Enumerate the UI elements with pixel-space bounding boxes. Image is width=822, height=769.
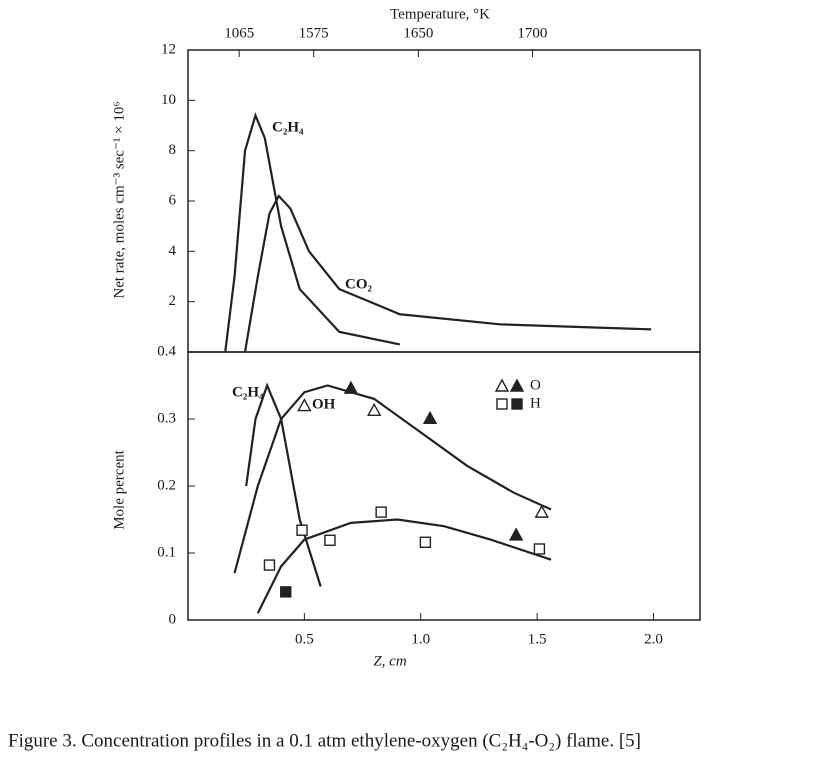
square-marker [419, 536, 432, 548]
x2-axis-label: Temperature, °K [390, 6, 490, 22]
square-marker [263, 559, 276, 571]
legend-label: H [530, 395, 541, 411]
x2-tick-label: 1065 [224, 25, 254, 41]
triangle-marker [343, 380, 359, 394]
y-tick-label: 6 [169, 192, 177, 208]
curve-label: CO₂ [345, 276, 373, 292]
x-tick-label: 1.0 [411, 631, 430, 647]
curve-label: C₂H₄ [232, 384, 264, 400]
triangle-marker [534, 504, 549, 518]
square-marker [375, 506, 387, 518]
curve [256, 518, 552, 614]
caption: Figure 3. Concentration profiles in a 0.… [8, 730, 641, 751]
x2-tick-label: 1575 [299, 25, 329, 41]
x-tick-label: 0.5 [295, 631, 314, 647]
y-tick-label: 0.4 [157, 343, 176, 359]
y-tick-label: 10 [161, 92, 176, 108]
y-tick-label: 12 [161, 41, 176, 57]
y-axis-label: Net rate, moles cm⁻³ sec⁻¹ × 10⁶ [111, 101, 127, 298]
square-marker [496, 398, 508, 410]
square-marker [296, 524, 308, 536]
x-tick-label: 1.5 [528, 631, 547, 647]
curve-label: C₂H₄ [272, 119, 304, 135]
y-tick-label: 8 [169, 142, 177, 158]
x2-tick-label: 1650 [403, 25, 433, 41]
y-tick-label: 0.2 [157, 477, 176, 493]
triangle-marker [509, 378, 525, 392]
legend-label: O [530, 377, 541, 393]
square-marker [324, 534, 336, 546]
plot-frame [187, 49, 701, 353]
y-axis-label: Mole percent [111, 449, 127, 529]
triangle-marker [297, 398, 312, 412]
x2-tick-label: 1700 [517, 25, 547, 41]
triangle-marker [422, 410, 438, 425]
y-tick-label: 0.3 [157, 410, 176, 426]
square-marker [533, 543, 546, 555]
triangle-marker [367, 402, 382, 416]
y-tick-label: 4 [169, 243, 177, 259]
y-tick-label: 0.1 [157, 544, 176, 560]
curve [243, 194, 652, 353]
curve [224, 112, 401, 353]
x-tick-label: 2.0 [644, 631, 663, 647]
curve-label: OH [312, 396, 336, 412]
square-marker [511, 398, 523, 410]
triangle-marker [508, 527, 524, 541]
y-tick-label: 2 [169, 293, 177, 309]
x-axis-label: Z, cm [373, 653, 407, 669]
triangle-marker [494, 378, 510, 392]
square-marker [280, 586, 292, 598]
y-tick-label: 0 [169, 611, 177, 627]
